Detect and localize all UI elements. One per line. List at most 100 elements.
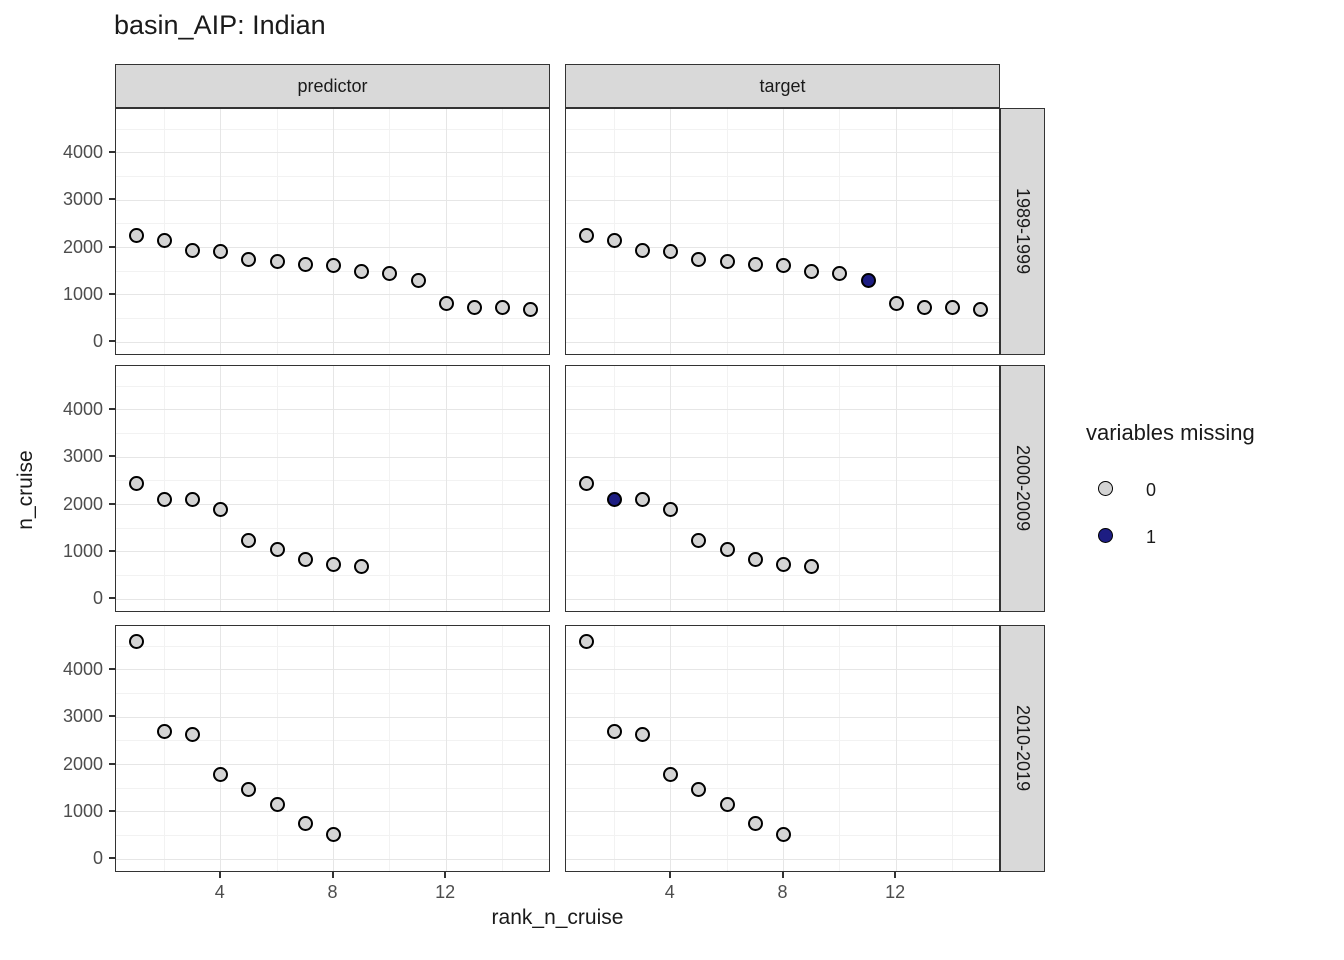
gridline-minor-v [613, 626, 615, 871]
data-point [128, 634, 144, 650]
data-point [691, 533, 707, 549]
y-tick-mark [109, 549, 115, 552]
gridline-minor-h [116, 385, 549, 387]
facet-strip-predictor-label: predictor [297, 75, 368, 96]
gridline-major-v [783, 366, 784, 611]
legend-swatch-1-icon [1098, 528, 1113, 543]
y-tick-mark [109, 857, 115, 859]
data-point-missing [606, 491, 622, 507]
gridline-minor-v [726, 626, 728, 871]
y-tick-label: 0 [92, 331, 103, 351]
y-tick-mark [109, 292, 115, 295]
y-tick-mark [109, 407, 115, 410]
gridline-minor-h [116, 480, 549, 482]
gridline-minor-h [116, 787, 549, 789]
data-point [663, 767, 679, 783]
data-point [438, 295, 454, 311]
gridline-major-h [116, 199, 549, 201]
data-point [269, 253, 285, 269]
gridline-major-h [566, 598, 999, 600]
gridline-minor-h [116, 645, 549, 647]
x-tick-label: 4 [664, 882, 675, 902]
gridline-minor-v [502, 626, 504, 871]
y-tick-label: 3000 [62, 446, 103, 467]
data-point-missing [860, 272, 876, 288]
data-point [578, 475, 594, 491]
gridline-minor-v [389, 366, 391, 611]
panel-predictor-1989-1999 [115, 108, 550, 355]
data-point [326, 827, 341, 843]
data-point [888, 295, 904, 311]
data-point [241, 781, 257, 797]
facet-strip-target-label: target [759, 75, 806, 96]
gridline-major-h [116, 456, 549, 458]
legend-item-1-label: 1 [1146, 527, 1157, 547]
data-point [973, 301, 989, 317]
data-point [747, 257, 763, 272]
plot-title: basin_AIP: Indian [114, 10, 326, 40]
data-point [776, 557, 791, 573]
data-point [523, 301, 539, 317]
gridline-major-h [116, 409, 549, 411]
gridline-minor-v [276, 366, 278, 611]
gridline-major-h [566, 504, 999, 505]
facet-strip-2000-2009-label: 2000-2009 [1013, 445, 1033, 532]
gridline-major-v [895, 626, 897, 871]
data-point [241, 251, 257, 267]
data-point [466, 299, 482, 315]
y-tick-label: 4000 [62, 141, 103, 162]
gridline-minor-h [566, 385, 999, 387]
gridline-major-v [895, 109, 897, 354]
data-point [410, 272, 426, 288]
gridline-major-v [895, 366, 897, 611]
x-tick-label: 8 [327, 882, 338, 902]
gridline-minor-h [566, 693, 999, 695]
gridline-major-v [670, 109, 672, 354]
gridline-minor-h [116, 740, 549, 742]
x-tick-mark [331, 872, 334, 878]
gridline-major-v [220, 626, 222, 871]
gridline-major-h [116, 764, 549, 765]
y-tick-label: 2000 [62, 753, 103, 774]
y-tick-label: 0 [92, 588, 103, 608]
gridline-minor-v [952, 626, 954, 871]
y-tick-mark [109, 150, 115, 153]
y-tick-label: 3000 [62, 706, 103, 727]
data-point [578, 634, 594, 650]
gridline-minor-v [276, 626, 278, 871]
gridline-minor-v [163, 109, 165, 354]
gridline-major-h [566, 456, 999, 458]
gridline-minor-v [502, 366, 504, 611]
gridline-major-v [333, 366, 334, 611]
data-point [719, 541, 735, 557]
data-point [635, 491, 651, 507]
gridline-minor-v [163, 366, 165, 611]
gridline-minor-h [116, 128, 549, 130]
panel-target-1989-1999 [565, 108, 1000, 355]
data-point [691, 251, 707, 267]
gridline-major-v [445, 109, 447, 354]
data-point [776, 827, 791, 843]
gridline-minor-v [502, 109, 504, 354]
data-point [213, 243, 229, 259]
data-point [663, 502, 679, 518]
y-tick-label: 0 [92, 848, 103, 868]
x-tick-mark [444, 872, 447, 878]
facet-strip-1989-1999: 1989-1999 [1000, 108, 1045, 355]
legend-title: variables missing [1086, 420, 1255, 445]
data-point [691, 781, 707, 797]
data-point [213, 502, 229, 518]
data-point [635, 727, 651, 743]
gridline-minor-h [116, 223, 549, 225]
gridline-major-h [116, 858, 549, 860]
gridline-major-h [566, 247, 999, 248]
data-point [297, 816, 313, 832]
gridline-major-v [333, 626, 334, 871]
data-point [269, 541, 285, 557]
y-tick-label: 4000 [62, 658, 103, 679]
data-point [297, 552, 313, 568]
gridline-minor-v [839, 366, 841, 611]
gridline-major-h [116, 247, 549, 248]
gridline-minor-v [389, 109, 391, 354]
y-tick-label: 2000 [62, 236, 103, 257]
